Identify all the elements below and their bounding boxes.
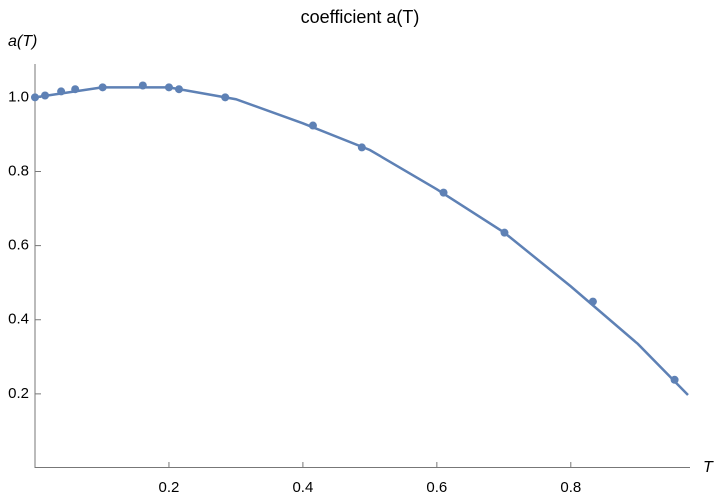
x-tick-label: 0.4 [292, 479, 313, 496]
data-point [221, 93, 230, 102]
data-point [308, 121, 317, 130]
data-point [357, 143, 366, 152]
data-point [71, 85, 80, 94]
fit-curve [34, 86, 689, 396]
y-tick-label: 0.6 [8, 237, 29, 254]
x-tick-label: 0.6 [426, 479, 447, 496]
y-tick-label: 0.2 [8, 385, 29, 402]
data-point [670, 375, 679, 384]
data-point [174, 85, 183, 94]
y-tick-label: 1.0 [8, 88, 29, 105]
x-tick-label: 0.2 [159, 479, 180, 496]
data-point [439, 188, 448, 197]
data-point [164, 83, 173, 92]
data-point [500, 228, 509, 237]
y-tick-label: 0.8 [8, 162, 29, 179]
data-point [138, 81, 147, 90]
x-tick-label: 0.8 [560, 479, 581, 496]
x-axis-label: T [703, 459, 714, 476]
y-tick-label: 0.4 [8, 311, 29, 328]
data-point [588, 297, 597, 306]
y-axis-label: a(T) [8, 33, 37, 50]
data-point [41, 91, 50, 100]
data-point [57, 87, 66, 96]
chart-title: coefficient a(T) [301, 7, 420, 27]
data-point [98, 83, 107, 92]
data-point [31, 93, 39, 102]
